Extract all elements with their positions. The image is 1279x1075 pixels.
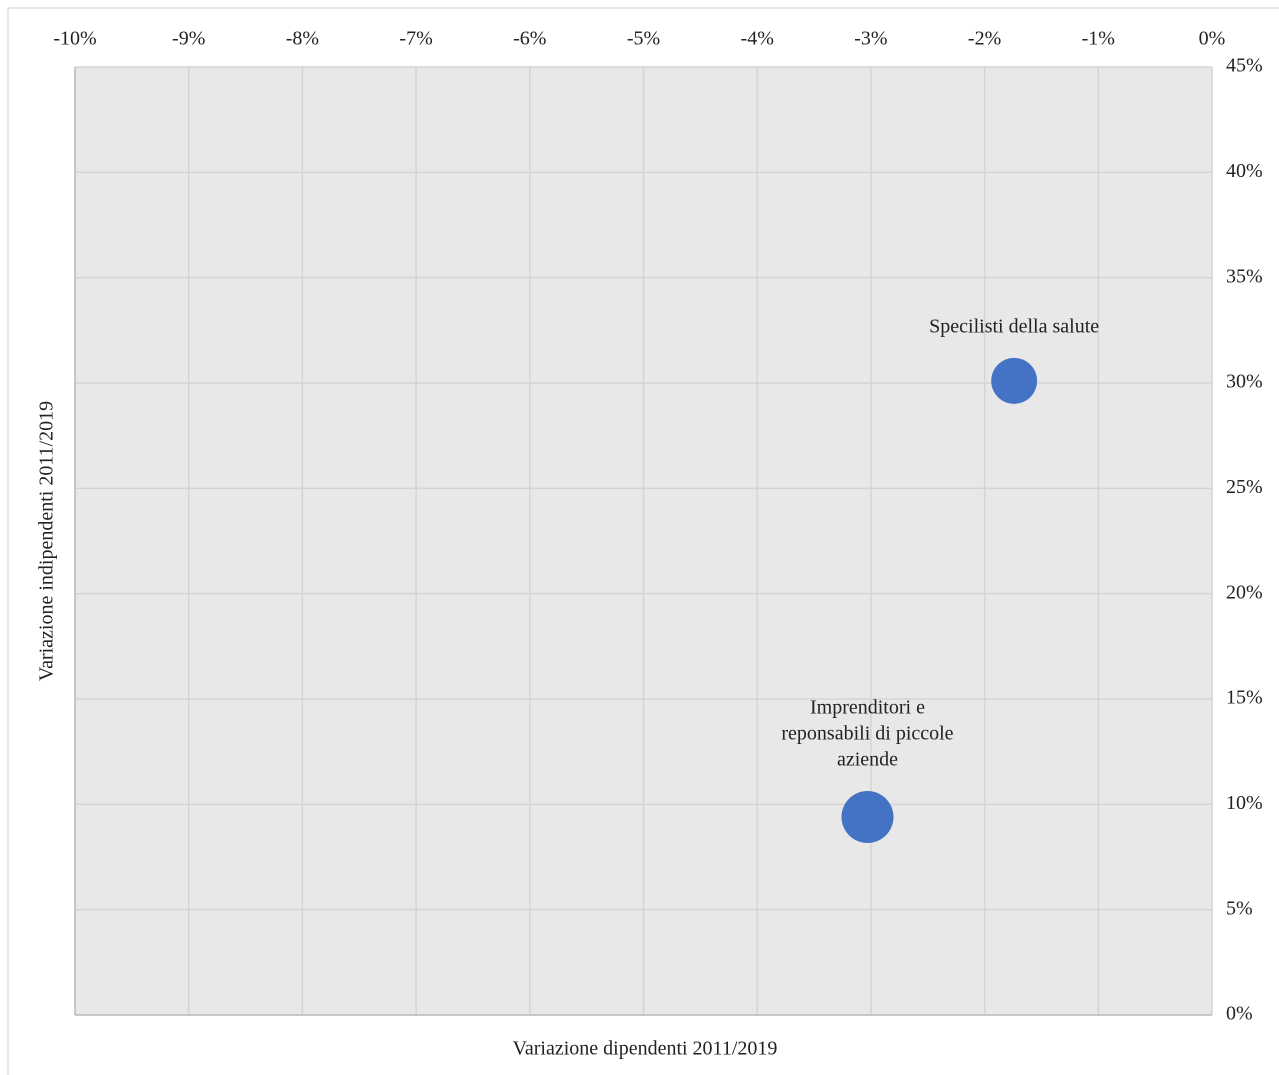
x-tick-label: -2%: [968, 28, 1001, 50]
x-tick-label: -5%: [627, 28, 660, 50]
y-tick-label: 20%: [1226, 581, 1263, 603]
bubble: [841, 790, 894, 843]
y-tick-label: 15%: [1226, 687, 1263, 709]
x-tick-label: -1%: [1082, 28, 1115, 50]
data-label: Imprenditori e: [810, 697, 925, 719]
y-tick-label: 40%: [1226, 160, 1263, 182]
y-tick-label: 35%: [1226, 265, 1263, 287]
x-tick-label: -10%: [53, 28, 96, 50]
x-axis-title: Variazione dipendenti 2011/2019: [513, 1038, 778, 1060]
y-tick-label: 45%: [1226, 55, 1263, 77]
y-axis-title: Variazione indipendenti 2011/2019: [36, 401, 58, 681]
x-tick-label: 0%: [1199, 28, 1226, 50]
y-tick-label: 25%: [1226, 476, 1263, 498]
x-tick-label: -7%: [399, 28, 432, 50]
data-label: aziende: [837, 749, 898, 771]
y-tick-label: 10%: [1226, 792, 1263, 814]
x-tick-label: -8%: [286, 28, 319, 50]
x-tick-label: -9%: [172, 28, 205, 50]
x-tick-label: -4%: [741, 28, 774, 50]
x-tick-label: -3%: [854, 28, 887, 50]
bubble: [991, 357, 1038, 404]
data-label: reponsabili di piccole: [781, 723, 953, 745]
y-tick-label: 30%: [1226, 371, 1263, 393]
data-label: Specilisti della salute: [929, 316, 1099, 338]
y-tick-label: 0%: [1226, 1003, 1253, 1025]
y-tick-label: 5%: [1226, 897, 1253, 919]
x-tick-label: -6%: [513, 28, 546, 50]
